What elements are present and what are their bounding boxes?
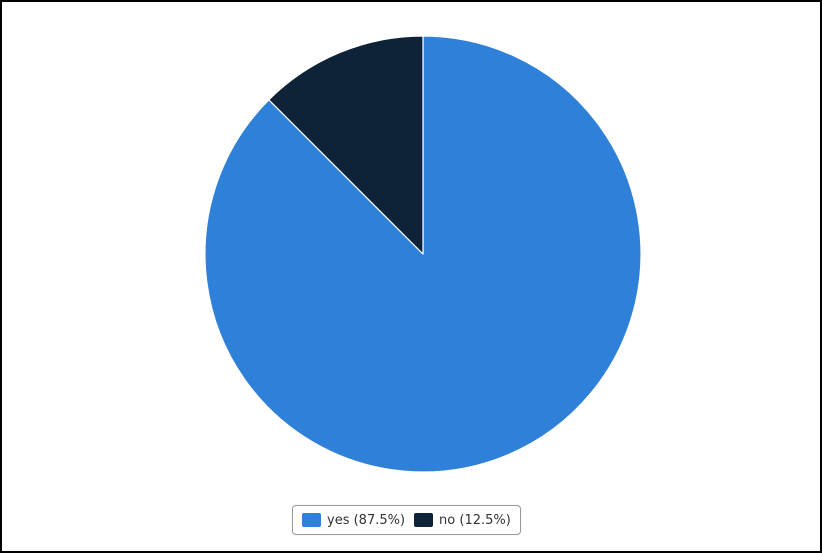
legend-swatch-yes [302, 513, 321, 527]
legend-label-yes: yes (87.5%) [327, 512, 406, 528]
legend-item-yes[interactable]: yes (87.5%) [302, 513, 405, 528]
legend-label-no: no (12.5%) [439, 512, 511, 528]
legend: yes (87.5%) no (12.5%) [292, 505, 521, 535]
pie-slice-no[interactable] [268, 35, 424, 255]
legend-item-no[interactable]: no (12.5%) [414, 513, 511, 528]
legend-swatch-no [414, 513, 434, 527]
